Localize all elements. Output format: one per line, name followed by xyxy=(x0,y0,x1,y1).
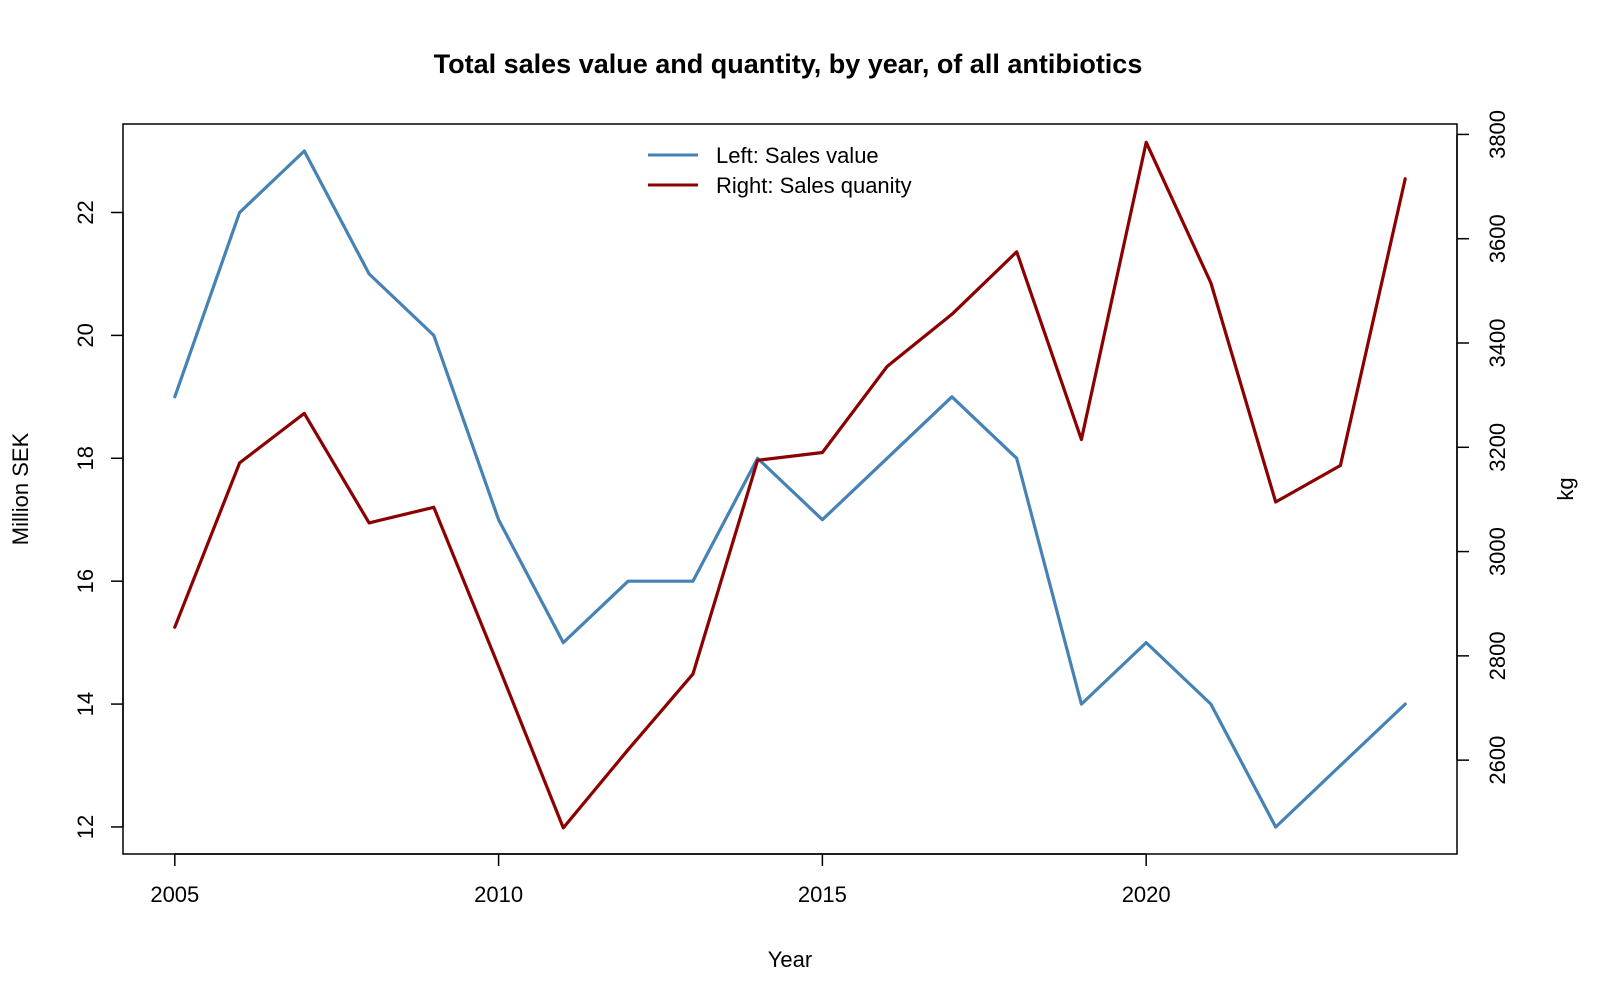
series-line-sales-value xyxy=(173,149,1407,829)
y-axis-left: 12 14 16 18 20 22 xyxy=(73,200,124,839)
chart-title: Total sales value and quantity, by year,… xyxy=(434,49,1143,79)
y-right-tick-label: 2800 xyxy=(1485,631,1510,680)
series-group xyxy=(173,140,1407,830)
legend-label-sales-value: Left: Sales value xyxy=(716,143,879,168)
y-axis-left-label: Million SEK xyxy=(8,432,33,545)
y-left-tick-label: 20 xyxy=(73,323,98,347)
y-left-tick-label: 18 xyxy=(73,446,98,470)
y-left-tick-label: 16 xyxy=(73,569,98,593)
x-tick-label: 2015 xyxy=(798,882,847,907)
x-tick-label: 2010 xyxy=(474,882,523,907)
y-right-tick-label: 3600 xyxy=(1485,214,1510,263)
y-right-tick-label: 3000 xyxy=(1485,527,1510,576)
series-line-sales-quantity xyxy=(173,140,1407,830)
x-tick-label: 2020 xyxy=(1122,882,1171,907)
x-tick-label: 2005 xyxy=(150,882,199,907)
y-axis-right: 2600 2800 3000 3200 3400 3600 3800 xyxy=(1456,110,1510,785)
legend: Left: Sales value Right: Sales quanity xyxy=(648,143,912,198)
y-axis-right-label: kg xyxy=(1553,477,1578,500)
y-right-tick-label: 3200 xyxy=(1485,423,1510,472)
y-right-tick-label: 3800 xyxy=(1485,110,1510,159)
y-right-tick-label: 3400 xyxy=(1485,319,1510,368)
y-left-tick-label: 12 xyxy=(73,815,98,839)
x-axis-label: Year xyxy=(768,947,812,972)
legend-label-sales-quantity: Right: Sales quanity xyxy=(716,173,912,198)
x-axis: 2005 2010 2015 2020 xyxy=(150,853,1171,907)
y-left-tick-label: 22 xyxy=(73,200,98,224)
y-right-tick-label: 2600 xyxy=(1485,736,1510,785)
y-left-tick-label: 14 xyxy=(73,692,98,716)
